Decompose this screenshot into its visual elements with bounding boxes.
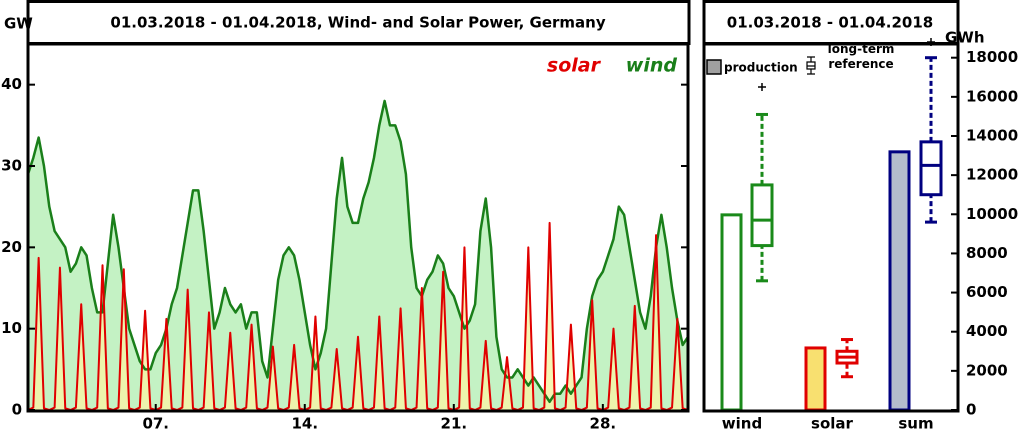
bar bbox=[804, 346, 827, 412]
x-tick-label: 28. bbox=[590, 415, 617, 433]
legend-label: production bbox=[724, 61, 798, 75]
y-tick-label: 12000 bbox=[966, 166, 1018, 184]
y-tick-label: 4000 bbox=[966, 322, 1008, 340]
legend-label: solar bbox=[547, 55, 602, 77]
x-tick-label: 21. bbox=[441, 415, 468, 433]
outlier bbox=[758, 83, 766, 92]
chart-title: 01.03.2018 - 01.04.2018, Wind- and Solar… bbox=[110, 14, 605, 32]
y-tick-label: 10000 bbox=[966, 205, 1018, 223]
chart-title: 01.03.2018 - 01.04.2018 bbox=[727, 14, 933, 32]
plot-frame bbox=[702, 42, 960, 413]
legend-label-box: long-term reference bbox=[827, 42, 895, 71]
y-tick-label: 30 bbox=[1, 157, 22, 175]
x-tick-label: wind bbox=[722, 415, 762, 433]
x-tick-label: 07. bbox=[142, 415, 169, 433]
y-tick-label: 8000 bbox=[966, 244, 1008, 262]
x-tick-label: solar bbox=[811, 415, 853, 433]
bar bbox=[888, 150, 911, 412]
y-tick-label: 14000 bbox=[966, 126, 1018, 144]
x-tick-label: sum bbox=[898, 415, 933, 433]
y-axis-label: GW bbox=[4, 15, 33, 33]
line bbox=[27, 221, 689, 411]
area bbox=[28, 100, 688, 410]
y-tick-label: 10 bbox=[1, 319, 22, 337]
left-plot: 0 10 20 30 40 07. 14. 21. 28. solar wind bbox=[1, 55, 690, 433]
y-tick-label: 0 bbox=[966, 401, 976, 419]
y-tick-label: 0 bbox=[12, 401, 22, 419]
legend-label: long-term reference bbox=[827, 42, 895, 71]
plot-frame bbox=[26, 42, 690, 413]
x-tick-label: 14. bbox=[291, 415, 318, 433]
area bbox=[28, 222, 688, 410]
y-tick-label: 20 bbox=[1, 238, 22, 256]
y-tick-label: 40 bbox=[1, 75, 22, 93]
legend-swatch bbox=[706, 59, 722, 75]
y-tick-label: 2000 bbox=[966, 361, 1008, 379]
line bbox=[26, 99, 690, 404]
box bbox=[750, 183, 774, 248]
legend-label: wind bbox=[626, 55, 678, 77]
y-axis-label: GWh bbox=[945, 29, 985, 47]
right-plot: 0 2000 4000 6000 8000 10000 12000 14000 16000 180… bbox=[706, 38, 1018, 433]
box bbox=[919, 140, 943, 197]
y-tick-label: 18000 bbox=[966, 48, 1018, 66]
bar bbox=[720, 213, 743, 412]
y-tick-label: 16000 bbox=[966, 87, 1018, 105]
y-tick-label: 6000 bbox=[966, 283, 1008, 301]
legend-box-icon bbox=[806, 56, 816, 75]
